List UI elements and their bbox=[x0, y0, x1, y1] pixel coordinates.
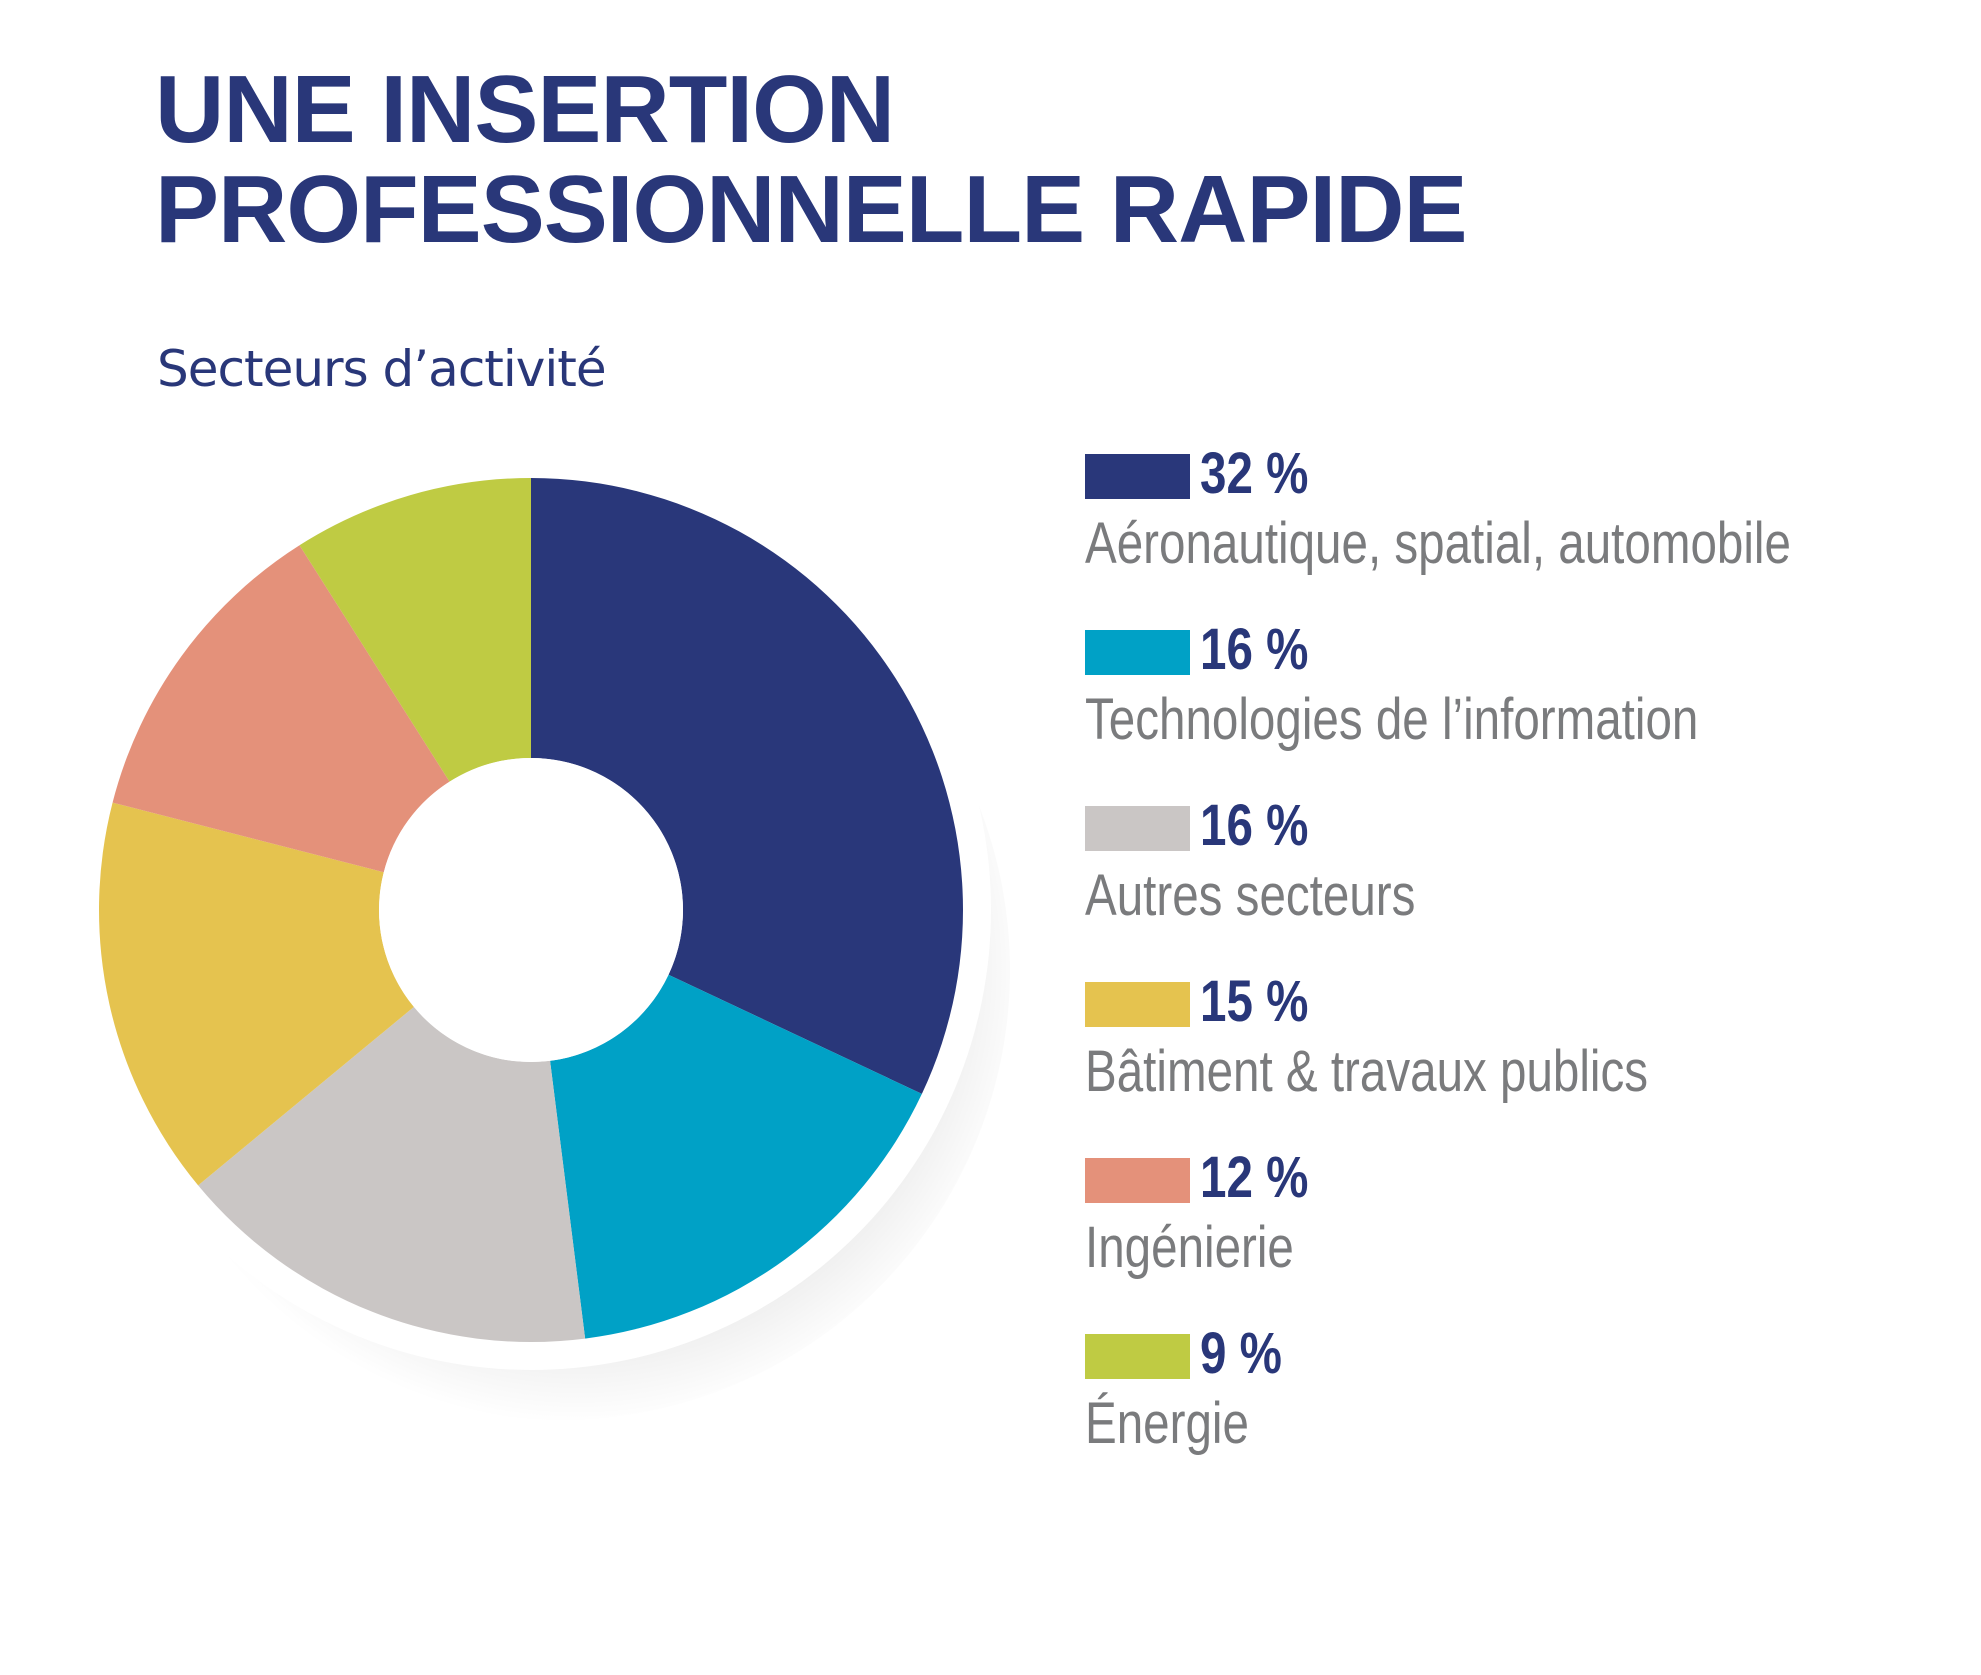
legend-item: 15 % Bâtiment & travaux publics bbox=[1085, 970, 1965, 1152]
legend-value: 32 % bbox=[1200, 441, 1309, 506]
legend-item: 16 % Technologies de l’information bbox=[1085, 618, 1965, 800]
legend-label: Bâtiment & travaux publics bbox=[1085, 1039, 1649, 1104]
legend-label: Aéronautique, spatial, automobile bbox=[1085, 511, 1791, 576]
legend-label: Technologies de l’information bbox=[1085, 687, 1699, 752]
donut-slice-1 bbox=[531, 478, 964, 1094]
legend: 32 % Aéronautique, spatial, automobile 16 … bbox=[1085, 442, 1965, 1504]
donut-hole bbox=[379, 758, 683, 1062]
donut-slice-2 bbox=[550, 974, 922, 1339]
donut-slice-5 bbox=[112, 545, 450, 873]
legend-item: 12 % Ingénierie bbox=[1085, 1146, 1965, 1328]
donut-slice-6 bbox=[299, 478, 531, 782]
legend-value: 16 % bbox=[1200, 793, 1309, 858]
donut-slice-4 bbox=[99, 802, 414, 1186]
chart-title: UNE INSERTION PROFESSIONNELLE RAPIDE bbox=[155, 60, 1467, 260]
legend-label: Autres secteurs bbox=[1085, 863, 1416, 928]
legend-swatch bbox=[1085, 1158, 1190, 1203]
legend-swatch bbox=[1085, 1334, 1190, 1379]
legend-label: Ingénierie bbox=[1085, 1215, 1294, 1280]
legend-value: 15 % bbox=[1200, 969, 1309, 1034]
legend-value: 12 % bbox=[1200, 1145, 1309, 1210]
legend-swatch bbox=[1085, 806, 1190, 851]
chart-subtitle: Secteurs d’activité bbox=[157, 340, 607, 398]
donut-slices bbox=[99, 478, 964, 1342]
legend-item: 32 % Aéronautique, spatial, automobile bbox=[1085, 442, 1965, 624]
legend-value: 16 % bbox=[1200, 617, 1309, 682]
legend-item: 16 % Autres secteurs bbox=[1085, 794, 1965, 976]
legend-value: 9 % bbox=[1200, 1321, 1282, 1386]
legend-swatch bbox=[1085, 630, 1190, 675]
legend-label: Énergie bbox=[1085, 1391, 1249, 1456]
legend-swatch bbox=[1085, 454, 1190, 499]
legend-swatch bbox=[1085, 982, 1190, 1027]
legend-item: 9 % Énergie bbox=[1085, 1322, 1965, 1504]
donut-slice-3 bbox=[198, 1006, 586, 1342]
chart-title-line-1: UNE INSERTION bbox=[155, 56, 895, 163]
chart-title-line-2: PROFESSIONNELLE RAPIDE bbox=[155, 156, 1467, 263]
